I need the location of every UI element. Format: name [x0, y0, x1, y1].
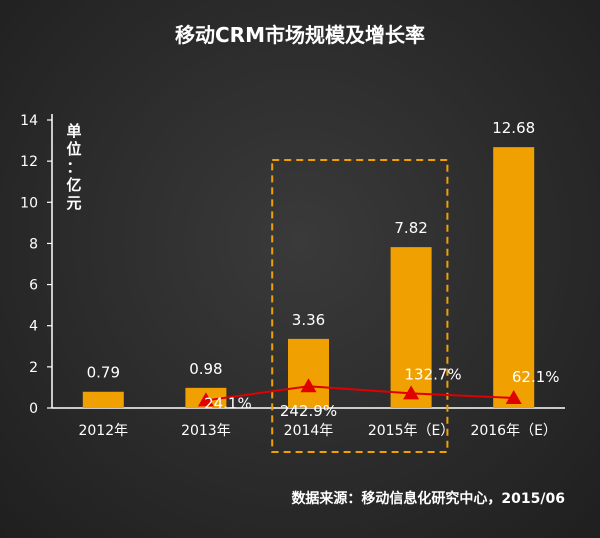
x-tick-label: 2015年（E）: [368, 423, 454, 439]
y-tick-label: 12: [20, 154, 38, 170]
x-tick-label: 2012年: [78, 423, 128, 439]
growth-line: [205, 385, 514, 402]
bar: [493, 147, 535, 408]
x-tick-label: 2014年: [284, 423, 334, 439]
highlight-box-group: [271, 159, 449, 453]
growth-value-label: 242.9%: [280, 402, 337, 420]
y-tick-label: 4: [29, 319, 38, 335]
growth-marker: [197, 392, 214, 407]
unit-char: 位: [66, 140, 81, 158]
bar-value-label: 0.79: [87, 364, 120, 382]
y-tick-label: 2: [29, 360, 38, 376]
highlight-box: [271, 159, 449, 453]
growth-value-label: 132.7%: [404, 365, 461, 383]
unit-char: 亿: [66, 176, 81, 194]
y-tick-label: 10: [20, 195, 38, 211]
x-tick-label: 2016年（E）: [470, 423, 556, 439]
bar: [288, 338, 329, 408]
bar-value-label: 0.98: [189, 360, 222, 378]
x-axis: 2012年 2013年 2014年 2015年（E） 2016年（E）: [52, 407, 565, 439]
unit-label: 单位：亿元: [66, 122, 81, 212]
growth-marker: [505, 389, 522, 404]
growth-marker: [403, 385, 420, 400]
chart-title: 移动CRM市场规模及增长率: [175, 23, 425, 47]
growth-value-label: 62.1%: [512, 368, 560, 386]
unit-char: 单: [66, 122, 81, 140]
growth-value-label: 24.1%: [204, 394, 252, 412]
growth-rate-series: 24.1% 242.9% 132.7% 62.1%: [197, 365, 560, 420]
y-tick-label: 0: [29, 401, 38, 417]
bar-series: 0.79 0.98 3.36 7.82 12.68: [82, 119, 535, 408]
bar: [82, 391, 124, 408]
unit-char: 元: [66, 194, 81, 212]
y-axis: 0 2 4 6 8 10 12 14: [20, 113, 53, 417]
x-tick-label: 2013年: [181, 423, 231, 439]
unit-char: ：: [66, 158, 81, 176]
y-tick-label: 14: [20, 113, 38, 129]
bar-value-label: 7.82: [394, 219, 427, 237]
y-tick-label: 6: [29, 278, 38, 294]
bar-value-label: 3.36: [292, 311, 325, 329]
growth-marker: [300, 378, 317, 393]
source-note: 数据来源：移动信息化研究中心，2015/06: [291, 490, 565, 507]
bar: [390, 247, 432, 408]
bar-value-label: 12.68: [492, 119, 535, 137]
y-tick-label: 8: [29, 236, 38, 252]
